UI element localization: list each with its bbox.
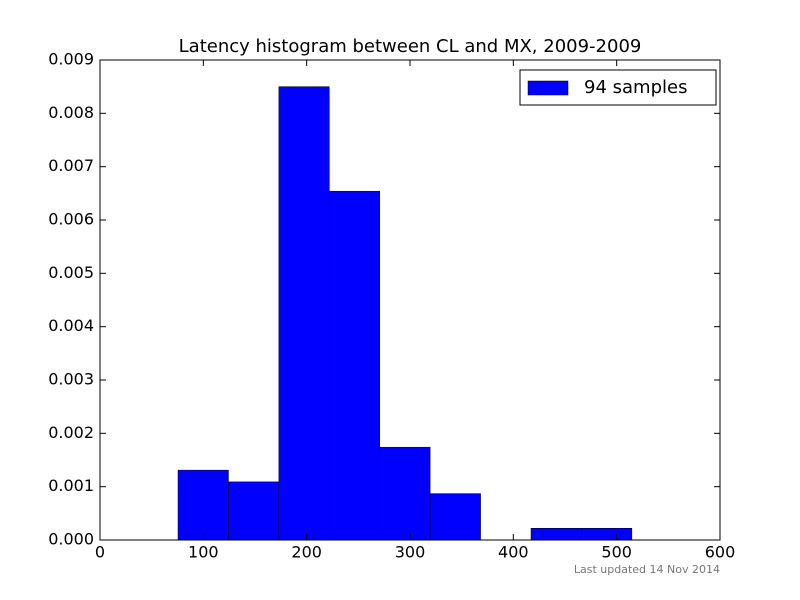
x-tick-label: 200	[291, 543, 322, 562]
y-tick-label: 0.004	[48, 316, 94, 335]
bar	[429, 493, 481, 541]
legend-box	[519, 69, 717, 106]
x-tick-label: 0	[95, 543, 105, 562]
y-tick-label: 0.008	[48, 103, 94, 122]
bar	[278, 86, 330, 541]
x-tick-label: 300	[395, 543, 426, 562]
bar	[581, 528, 633, 541]
y-tick-label: 0.003	[48, 370, 94, 389]
footer: Last updated 14 Nov 2014	[574, 563, 720, 576]
y-tick-label: 0.002	[48, 423, 94, 442]
y-tick-label: 0.000	[48, 530, 94, 549]
y-tick-label: 0.001	[48, 476, 94, 495]
bar	[530, 528, 582, 541]
x-tick-label: 100	[188, 543, 219, 562]
y-tick-label: 0.006	[48, 210, 94, 229]
bar	[177, 469, 229, 541]
y-tick-label: 0.005	[48, 263, 94, 282]
bar	[228, 481, 280, 541]
y-tick-label: 0.007	[48, 156, 94, 175]
bar	[379, 446, 431, 541]
y-tick-label: 0.009	[48, 50, 94, 69]
chart-title: Latency histogram between CL and MX, 200…	[179, 36, 642, 57]
legend-swatch	[527, 80, 569, 96]
legend-label: 94 samples	[584, 77, 687, 98]
x-tick-label: 500	[601, 543, 632, 562]
x-tick-label: 600	[705, 543, 736, 562]
bar	[329, 190, 380, 541]
x-tick-label: 400	[498, 543, 529, 562]
